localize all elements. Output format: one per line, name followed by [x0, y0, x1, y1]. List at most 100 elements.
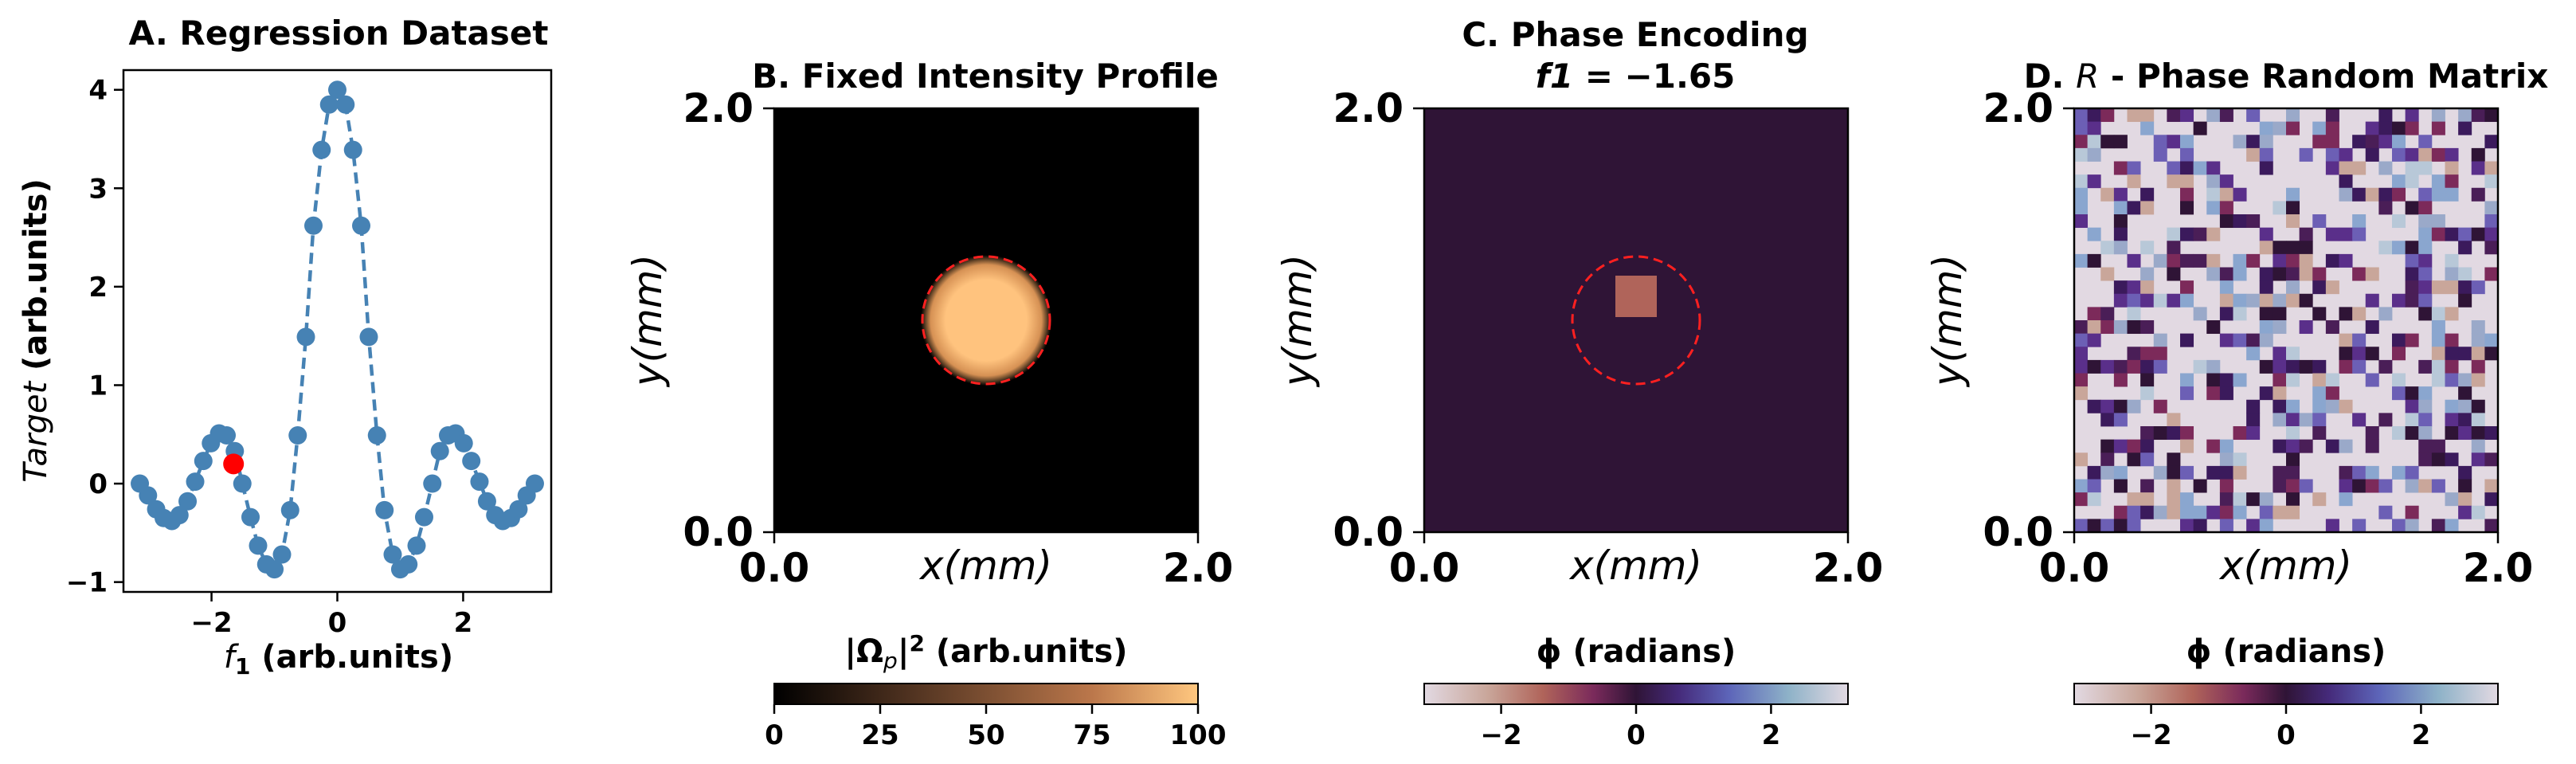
panel-a-data-point [217, 426, 237, 445]
panel-d-matrix-cell [2405, 426, 2419, 441]
panel-d-matrix-cell [2325, 280, 2339, 295]
panel-d-matrix-cell [2074, 347, 2089, 361]
panel-d-matrix-cell [2286, 214, 2300, 229]
panel-d-matrix-cell [2100, 267, 2115, 281]
panel-d-ytick-top: 2.0 [1983, 85, 2053, 131]
panel-d-matrix-cell [2206, 174, 2221, 189]
panel-d-matrix-cell [2246, 413, 2261, 427]
panel-d-matrix-cell [2167, 174, 2181, 189]
panel-d-matrix-cell [2140, 241, 2155, 255]
panel-a-ytick-label: 4 [88, 75, 108, 107]
panel-d-matrix-cell [2418, 293, 2433, 308]
panel-a-data-point [265, 560, 284, 579]
panel-d-matrix-cell [2458, 373, 2472, 387]
panel-d-matrix-cell [2299, 413, 2313, 427]
panel-d-matrix-cell [2445, 147, 2459, 162]
panel-d-matrix-cell [2259, 121, 2273, 135]
panel-d-matrix-cell [2193, 253, 2207, 268]
panel-d-matrix-cell [2206, 359, 2221, 374]
panel-d-matrix-cell [2365, 347, 2379, 361]
panel-a-data-point [509, 500, 528, 519]
panel-d-matrix-cell [2378, 307, 2393, 321]
panel-d-matrix-cell [2431, 121, 2445, 135]
panel-d-matrix-cell [2312, 359, 2327, 374]
panel-d-matrix-cell [2431, 333, 2445, 347]
panel-d-matrix-cell [2325, 519, 2339, 533]
panel-a-data-point [194, 452, 213, 471]
panel-d-matrix-cell [2352, 465, 2367, 480]
panel-d-matrix-cell [2339, 333, 2353, 347]
panel-d-matrix-cell [2339, 479, 2353, 493]
panel-d-matrix-cell [2458, 426, 2472, 441]
panel-b-colorbar-tick-label: 50 [967, 719, 1004, 751]
panel-d-matrix-cell [2113, 359, 2128, 374]
panel-d-matrix-cell [2153, 426, 2167, 441]
panel-d-matrix-cell [2484, 227, 2499, 241]
panel-d-matrix-cell [2405, 479, 2419, 493]
panel-d-matrix-cell [2418, 135, 2433, 149]
panel-d-matrix-cell [2273, 465, 2287, 480]
panel-d-matrix-cell [2193, 121, 2207, 135]
panel-d-matrix-cell [2458, 413, 2472, 427]
panel-d-matrix-cell [2180, 201, 2194, 215]
panel-d-matrix-cell [2219, 267, 2233, 281]
panel-d-matrix-cell [2378, 187, 2393, 202]
panel-d-matrix-cell [2140, 492, 2155, 507]
panel-d-matrix-cell [2445, 187, 2459, 202]
panel-d-matrix-cell [2431, 108, 2445, 123]
panel-d-matrix-cell [2312, 280, 2327, 295]
panel-d-matrix-cell [2074, 135, 2089, 149]
panel-d-matrix-cell [2458, 505, 2472, 519]
panel-d-matrix-cell [2113, 161, 2128, 175]
panel-d-matrix-cell [2180, 161, 2194, 175]
panel-d-matrix-cell [2458, 241, 2472, 255]
panel-d-matrix-cell [2299, 241, 2313, 255]
panel-d-matrix-cell [2431, 307, 2445, 321]
panel-d-matrix-cell [2339, 253, 2353, 268]
panel-d-matrix-cell [2233, 453, 2247, 467]
panel-d-matrix-cell [2378, 505, 2393, 519]
panel-d-matrix-cell [2273, 413, 2287, 427]
panel-a-y-label: Target (arb.units) [18, 178, 54, 483]
panel-d-matrix-cell [2405, 293, 2419, 308]
panel-d-matrix-cell [2219, 108, 2233, 123]
panel-d-matrix-cell [2445, 492, 2459, 507]
panel-d-matrix-cell [2484, 492, 2499, 507]
panel-d-matrix-cell [2113, 373, 2128, 387]
panel-a-data-point [336, 95, 355, 114]
panel-d-matrix-cell [2259, 307, 2273, 321]
panel-d-matrix-cell [2286, 108, 2300, 123]
panel-d-matrix-cell [2339, 492, 2353, 507]
panel-d-matrix-cell [2246, 214, 2261, 229]
panel-d-matrix-cell [2087, 121, 2101, 135]
panel-d-matrix-cell [2087, 307, 2101, 321]
panel-c-ytick-bottom: 0.0 [1333, 509, 1403, 555]
panel-d-matrix-cell [2100, 108, 2115, 123]
panel-b-colorbar-tick-label: 25 [861, 719, 898, 751]
panel-d-matrix-cell [2127, 439, 2141, 453]
panel-d-matrix-cell [2140, 453, 2155, 467]
panel-d-matrix-cell [2074, 320, 2089, 335]
panel-d-matrix-cell [2365, 439, 2379, 453]
panel-a-xtick-label: −2 [190, 607, 232, 639]
panel-c-title: C. Phase Encoding [1462, 15, 1808, 54]
panel-b-xtick-left: 0.0 [739, 545, 810, 591]
panel-d-matrix-cell [2339, 439, 2353, 453]
panel-d-matrix-cell [2458, 492, 2472, 507]
panel-d-ytick-bottom: 0.0 [1983, 509, 2053, 555]
panel-d-matrix-cell [2140, 201, 2155, 215]
panel-d-matrix-cell [2153, 135, 2167, 149]
panel-a: A. Regression Dataset −1 0 1 2 3 4 −2 0 2 f1 (a… [18, 14, 553, 680]
panel-d-matrix-cell [2206, 187, 2221, 202]
panel-d-matrix-cell [2484, 214, 2499, 229]
panel-c-encoded-square [1615, 276, 1657, 317]
panel-d-matrix-cell [2180, 227, 2194, 241]
panel-d-matrix-cell [2193, 479, 2207, 493]
panel-d-matrix-cell [2193, 505, 2207, 519]
panel-d-matrix-cell [2484, 201, 2499, 215]
panel-d-matrix-cell [2458, 386, 2472, 401]
panel-a-data-point [312, 140, 331, 159]
panel-d-matrix-cell [2167, 293, 2181, 308]
panel-d-matrix-cell [2325, 108, 2339, 123]
panel-d-matrix-cell [2352, 214, 2367, 229]
